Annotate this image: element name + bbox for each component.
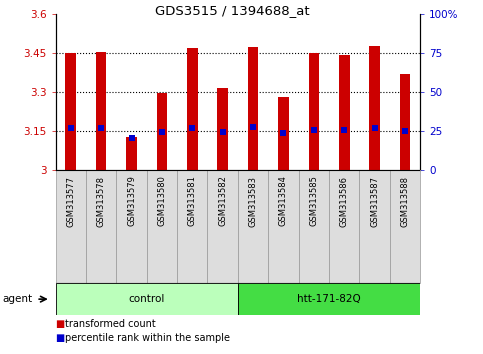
Text: GSM313588: GSM313588 [400, 176, 410, 227]
Bar [238, 283, 420, 315]
Bar [177, 170, 208, 283]
Text: GSM313580: GSM313580 [157, 176, 167, 227]
Text: GSM313582: GSM313582 [218, 176, 227, 227]
Text: GSM313577: GSM313577 [66, 176, 75, 227]
Text: percentile rank within the sample: percentile rank within the sample [65, 333, 230, 343]
Text: GSM313584: GSM313584 [279, 176, 288, 227]
Text: htt-171-82Q: htt-171-82Q [297, 294, 361, 304]
Bar [238, 170, 268, 283]
Text: GSM313578: GSM313578 [97, 176, 106, 227]
Text: transformed count: transformed count [65, 319, 156, 329]
Bar [400, 74, 411, 170]
Bar [369, 46, 380, 170]
Bar [309, 53, 319, 170]
Text: agent: agent [2, 294, 32, 304]
Text: ■: ■ [56, 319, 65, 329]
Bar [65, 53, 76, 170]
Bar [217, 88, 228, 170]
Bar [359, 170, 390, 283]
Bar [96, 52, 106, 170]
Bar [147, 170, 177, 283]
Text: GSM313583: GSM313583 [249, 176, 257, 227]
Bar [116, 170, 147, 283]
Text: GSM313579: GSM313579 [127, 176, 136, 227]
Text: control: control [128, 294, 165, 304]
Bar [208, 170, 238, 283]
Bar [390, 170, 420, 283]
Bar [86, 170, 116, 283]
Bar [126, 137, 137, 170]
Bar [56, 170, 86, 283]
Bar [248, 47, 258, 170]
Text: GSM313585: GSM313585 [309, 176, 318, 227]
Bar [278, 97, 289, 170]
Text: GSM313586: GSM313586 [340, 176, 349, 227]
Bar [156, 93, 167, 170]
Bar [339, 55, 350, 170]
Bar [298, 170, 329, 283]
Bar [329, 170, 359, 283]
Text: GSM313587: GSM313587 [370, 176, 379, 227]
Text: GSM313581: GSM313581 [188, 176, 197, 227]
Text: ■: ■ [56, 333, 65, 343]
Text: GDS3515 / 1394688_at: GDS3515 / 1394688_at [155, 4, 309, 17]
Bar [268, 170, 298, 283]
Bar [187, 48, 198, 170]
Bar [56, 283, 238, 315]
